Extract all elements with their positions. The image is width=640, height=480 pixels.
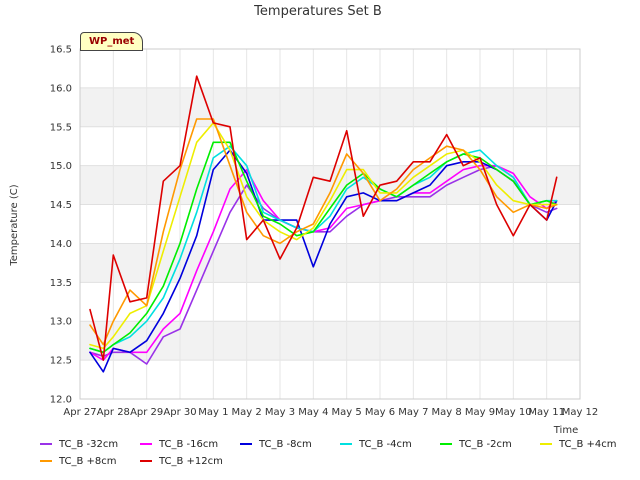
- legend-swatch: [40, 460, 52, 462]
- legend-label: TC_B +12cm: [159, 455, 223, 467]
- legend-item: TC_B -16cm: [140, 436, 218, 452]
- background-band: [80, 282, 580, 322]
- series-line: [89, 164, 558, 365]
- background-band: [80, 126, 580, 166]
- x-tick-label: May 6: [365, 407, 395, 418]
- legend-label: TC_B -16cm: [159, 438, 219, 450]
- background-band: [80, 321, 580, 361]
- y-tick-label: 13.5: [50, 278, 72, 289]
- site-badge: WP_met: [80, 32, 144, 51]
- legend-item: TC_B +4cm: [540, 436, 617, 452]
- y-tick-labels: 12.0 12.5 13.0 13.5 14.0 14.5 15.0 15.5 16.0 16.5: [50, 45, 72, 406]
- legend-swatch: [440, 443, 452, 445]
- legend-swatch: [340, 443, 352, 445]
- legend-item: TC_B -2cm: [440, 436, 512, 452]
- legend-item: TC_B +12cm: [140, 453, 223, 469]
- legend-swatch: [140, 460, 152, 462]
- legend-label: TC_B +8cm: [59, 455, 117, 467]
- x-tick-label: Apr 27: [63, 407, 96, 418]
- legend-swatch: [540, 443, 552, 445]
- legend: TC_B -32cm TC_B -16cm TC_B -8cm TC_B -4cm TC…: [40, 436, 620, 472]
- legend-label: TC_B -32cm: [59, 438, 119, 450]
- x-tick-label: May 4: [298, 407, 328, 418]
- chart-title: Temperatures Set B: [253, 4, 382, 19]
- background-band: [80, 360, 580, 399]
- y-tick-label: 14.0: [50, 239, 72, 250]
- x-tick-label: May 3: [265, 407, 295, 418]
- x-tick-label: May 10: [495, 407, 532, 418]
- y-tick-label: 15.5: [50, 122, 72, 133]
- x-tick-label: May 8: [432, 407, 462, 418]
- y-tick-label: 12.0: [50, 395, 72, 406]
- series-layer: [89, 75, 558, 373]
- x-tick-label: May 12: [562, 407, 599, 418]
- legend-item: TC_B -32cm: [40, 436, 118, 452]
- legend-item: TC_B -4cm: [340, 436, 412, 452]
- legend-item: TC_B -8cm: [240, 436, 312, 452]
- series-line: [89, 141, 558, 354]
- x-axis-label: Time: [553, 425, 578, 436]
- y-tick-label: 13.0: [50, 317, 72, 328]
- background-band: [80, 49, 580, 88]
- x-tick-label: May 5: [332, 407, 362, 418]
- x-tick-label: May 2: [232, 407, 262, 418]
- series-line: [89, 118, 558, 346]
- legend-swatch: [240, 443, 252, 445]
- series-line: [89, 149, 558, 373]
- y-tick-label: 15.0: [50, 161, 72, 172]
- legend-item: TC_B +8cm: [40, 453, 117, 469]
- y-tick-label: 16.5: [50, 45, 72, 56]
- legend-swatch: [40, 443, 52, 445]
- x-tick-label: Apr 29: [130, 407, 163, 418]
- x-tick-label: May 9: [465, 407, 495, 418]
- series-line: [89, 75, 558, 361]
- x-tick-label: Apr 28: [97, 407, 130, 418]
- background-band: [80, 87, 580, 127]
- legend-label: TC_B -2cm: [459, 438, 512, 450]
- legend-label: TC_B +4cm: [559, 438, 617, 450]
- x-tick-label: May 7: [398, 407, 428, 418]
- y-tick-label: 14.5: [50, 200, 72, 211]
- plot-frame: [79, 48, 581, 400]
- y-axis-label: Temperature (C): [9, 184, 20, 266]
- legend-label: TC_B -4cm: [359, 438, 412, 450]
- legend-swatch: [140, 443, 152, 445]
- x-tick-label: May 1: [198, 407, 228, 418]
- legend-label: TC_B -8cm: [259, 438, 312, 450]
- x-tick-label: May 11: [528, 407, 565, 418]
- x-tick-label: Apr 30: [163, 407, 196, 418]
- y-tick-label: 16.0: [50, 83, 72, 94]
- series-line: [89, 145, 558, 354]
- y-tick-label: 12.5: [50, 356, 72, 367]
